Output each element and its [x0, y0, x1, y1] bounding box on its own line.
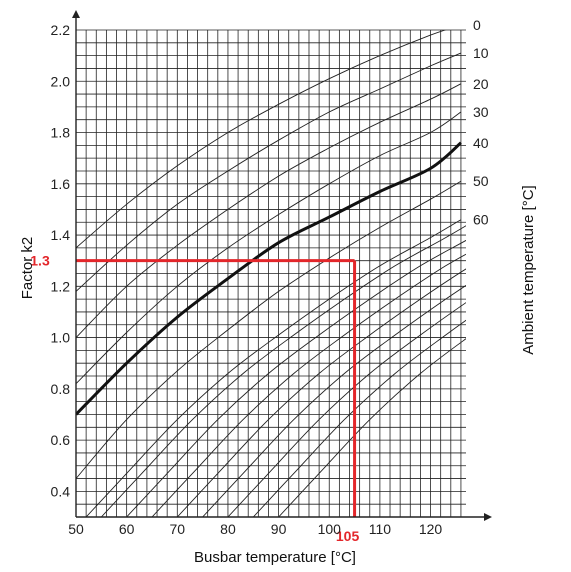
- x-axis-arrow: [484, 513, 492, 521]
- ambient-curve-20: [76, 83, 462, 338]
- ambient-curve-10: [76, 52, 462, 292]
- x-axis-title: Busbar temperature [°C]: [194, 549, 356, 566]
- ambient-curve-extra: [126, 239, 466, 517]
- annotation-x-label: 105: [336, 528, 360, 544]
- curve-label-60: 60: [473, 212, 489, 228]
- y-tick-label: 1.4: [51, 227, 71, 243]
- y-tick-label: 1.8: [51, 125, 71, 141]
- axes: [72, 10, 492, 521]
- ambient-curve-extra: [202, 284, 466, 517]
- tick-labels: 50 60 70 80 90 100 110 120 0.4 0.6 0.8 1.0 1.2 1.4 1.6…: [51, 22, 443, 537]
- x-tick-label: 120: [419, 521, 443, 537]
- ambient-curve-40: [76, 141, 462, 416]
- x-tick-label: 50: [68, 521, 84, 537]
- y-axis-arrow: [72, 10, 80, 18]
- ambient-curve-extra: [151, 253, 466, 517]
- y-tick-label: 1.6: [51, 176, 71, 192]
- curve-label-0: 0: [473, 17, 481, 33]
- y-tick-label: 0.4: [51, 483, 71, 499]
- curve-label-30: 30: [473, 104, 489, 120]
- y-tick-label: 0.6: [51, 432, 71, 448]
- ambient-curve-extra: [278, 338, 466, 517]
- curve-label-10: 10: [473, 45, 489, 61]
- annotation: 1.3 105: [30, 253, 359, 544]
- y-tick-label: 2.2: [51, 22, 71, 38]
- annotation-y-label: 1.3: [30, 253, 50, 269]
- ambient-curve-30: [76, 111, 462, 385]
- x-tick-label: 90: [271, 521, 287, 537]
- ambient-curve-extra: [100, 225, 466, 517]
- ambient-curve-extra: [252, 319, 466, 517]
- x-tick-label: 100: [318, 521, 342, 537]
- curve-label-50: 50: [473, 173, 489, 189]
- y-tick-label: 0.8: [51, 381, 71, 397]
- ambient-curve-0: [76, 30, 447, 249]
- grid: [75, 29, 466, 518]
- ambient-curve-extra: [176, 268, 466, 517]
- x-tick-label: 60: [119, 521, 135, 537]
- x-tick-label: 110: [369, 521, 392, 537]
- right-axis-title: Ambient temperature [°C]: [520, 185, 537, 354]
- axis-titles: Busbar temperature [°C] Factor k2 Ambien…: [19, 185, 537, 566]
- curves: [76, 30, 466, 517]
- ambient-curve-50: [76, 180, 462, 479]
- curve-label-20: 20: [473, 76, 489, 92]
- curve-labels: 0 10 20 30 40 50 60: [473, 17, 489, 228]
- ambient-curve-60: [85, 219, 462, 517]
- ambient-curve-extra: [227, 302, 466, 517]
- y-tick-label: 2.0: [51, 73, 71, 89]
- x-tick-label: 80: [220, 521, 236, 537]
- y-axis-title: Factor k2: [19, 237, 36, 300]
- y-tick-label: 1.0: [51, 330, 71, 346]
- y-tick-label: 1.2: [51, 278, 71, 294]
- curve-label-40: 40: [473, 135, 489, 151]
- x-tick-label: 70: [170, 521, 186, 537]
